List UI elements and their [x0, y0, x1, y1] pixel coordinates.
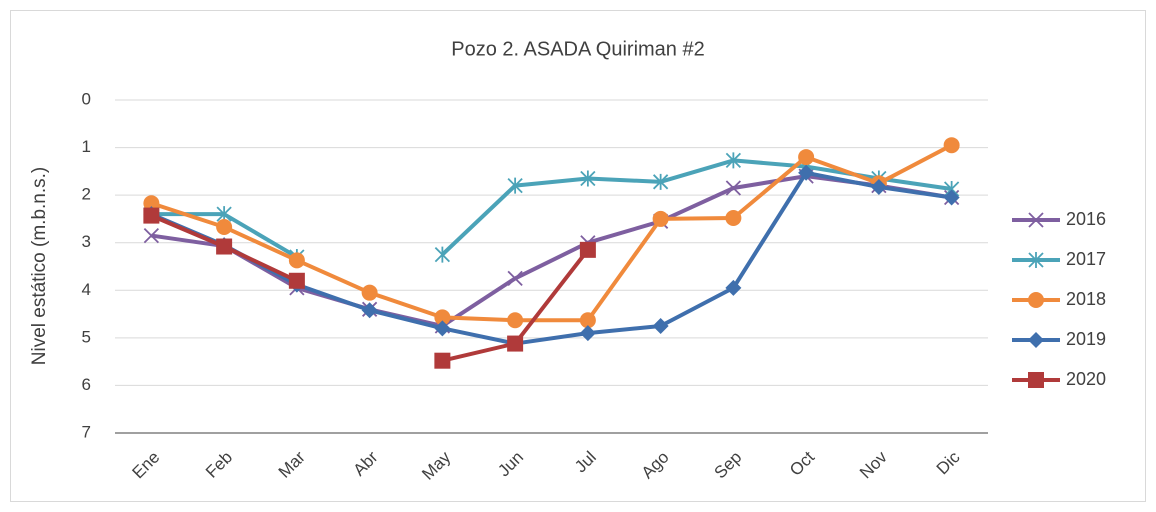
legend-label: 2020 — [1066, 369, 1106, 389]
legend-label: 2017 — [1066, 249, 1106, 269]
y-axis-label: Nivel estático (m.b.n.s.) — [29, 167, 50, 366]
y-tick-label: 7 — [82, 422, 91, 441]
marker — [580, 170, 596, 187]
marker — [434, 309, 451, 326]
marker — [143, 227, 160, 244]
marker — [652, 173, 669, 190]
marker — [361, 302, 378, 319]
legend-label: 2019 — [1066, 329, 1106, 349]
marker — [725, 209, 742, 226]
marker — [798, 149, 815, 166]
marker — [216, 238, 233, 255]
legend-marker — [1028, 372, 1044, 388]
marker — [870, 179, 887, 196]
legend-marker — [1028, 292, 1044, 308]
marker — [943, 137, 960, 154]
y-tick-label: 0 — [82, 89, 91, 108]
legend-marker — [1028, 212, 1044, 228]
series — [143, 137, 960, 329]
marker — [579, 325, 596, 342]
marker — [652, 317, 669, 334]
y-tick-label: 4 — [82, 280, 91, 299]
y-tick-label: 1 — [82, 137, 91, 156]
marker — [507, 177, 523, 194]
marker — [507, 312, 524, 329]
marker — [579, 241, 596, 258]
y-tick-label: 3 — [82, 232, 91, 251]
marker — [507, 270, 523, 287]
line — [150, 143, 953, 323]
chart-border — [10, 10, 1146, 502]
marker — [361, 284, 378, 301]
marker — [434, 352, 451, 369]
marker — [652, 210, 669, 227]
marker — [434, 320, 451, 337]
marker — [288, 252, 305, 269]
marker — [288, 272, 305, 289]
marker — [725, 152, 742, 169]
y-tick-label: 2 — [82, 185, 91, 204]
marker — [143, 195, 160, 212]
marker — [725, 279, 742, 296]
marker — [143, 207, 160, 224]
legend-marker — [1028, 332, 1044, 348]
marker — [507, 335, 524, 352]
y-tick-label: 5 — [82, 327, 91, 346]
marker — [434, 246, 451, 263]
legend-label: 2018 — [1066, 289, 1106, 309]
series — [143, 207, 596, 369]
marker — [579, 312, 596, 329]
line — [151, 174, 952, 328]
marker — [798, 164, 815, 181]
marker — [216, 219, 233, 236]
y-tick-label: 6 — [82, 375, 91, 394]
marker — [725, 180, 742, 196]
marker — [943, 189, 960, 206]
chart-title: Pozo 2. ASADA Quiriman #2 — [451, 38, 704, 60]
line — [150, 170, 952, 346]
legend-marker — [1028, 252, 1044, 268]
legend-label: 2016 — [1066, 209, 1106, 229]
